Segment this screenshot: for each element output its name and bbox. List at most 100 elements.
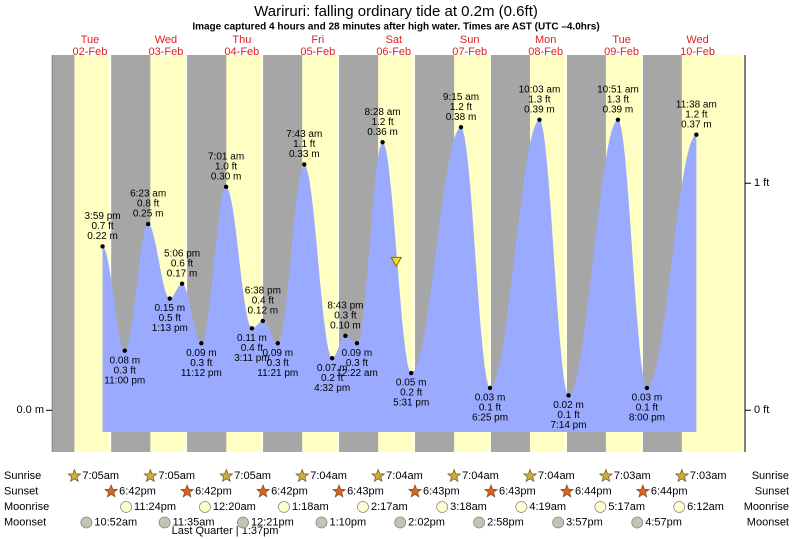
moon-icon <box>158 516 171 529</box>
row-label: Sunset <box>4 485 38 497</box>
tide-label: 7:14 pm <box>550 420 586 431</box>
tide-label: 8:43 pm <box>327 300 363 311</box>
tide-label: 0.2 ft <box>400 388 422 399</box>
row-label: Sunset <box>755 485 789 497</box>
moon-phase: Last Quarter | 1:37pm <box>172 525 279 537</box>
tide-label: 1.2 ft <box>685 109 707 120</box>
tide-label: 3:11 pm <box>234 353 269 364</box>
tide-label: 6:38 pm <box>245 286 281 297</box>
event-time: 6:44pm <box>651 485 688 497</box>
event-time: 7:05am <box>234 470 271 482</box>
event-time: 4:57pm <box>645 516 682 528</box>
tide-label: 1.1 ft <box>293 139 315 150</box>
tide-label: 7:01 am <box>208 151 244 162</box>
moon-icon <box>120 501 132 513</box>
tide-label: 1.0 ft <box>215 161 237 172</box>
moon-icon <box>473 516 485 529</box>
tide-label: 0.09 m <box>262 348 293 359</box>
day-date: 03-Feb <box>148 46 183 58</box>
tide-label: 0.09 m <box>186 348 217 359</box>
day-date: 09-Feb <box>604 46 639 58</box>
tide-point <box>615 117 621 123</box>
tide-label: 11:12 pm <box>181 368 222 379</box>
moon-icon <box>278 501 290 513</box>
moon-icon <box>515 501 528 513</box>
row-label: Moonset <box>4 516 46 528</box>
tide-label: 12:22 am <box>336 368 378 379</box>
sun-icon <box>143 468 158 483</box>
event-time: 5:17am <box>608 501 645 513</box>
tide-point <box>644 385 650 391</box>
tide-label: 0.03 m <box>475 393 506 404</box>
tide-point <box>487 385 493 391</box>
row-label: Moonrise <box>744 501 789 513</box>
tide-label: 0.3 ft <box>346 358 368 369</box>
tide-label: 5:31 pm <box>393 398 429 409</box>
sun-icon <box>635 484 651 498</box>
event-time: 3:18am <box>450 501 487 513</box>
moon-icon <box>237 516 249 529</box>
sun-icon <box>295 468 310 483</box>
tide-point <box>329 355 335 361</box>
event-time: 6:44pm <box>575 485 612 497</box>
tide-label: 0.2 ft <box>321 373 343 384</box>
event-time: 6:43pm <box>423 485 460 497</box>
chart-title: Wariruri: falling ordinary tide at 0.2m … <box>254 3 538 20</box>
tide-label: 0.03 m <box>632 393 663 404</box>
day-date: 10-Feb <box>680 46 715 58</box>
event-time: 4:19am <box>529 501 566 513</box>
tide-label: 1.2 ft <box>371 117 393 128</box>
day-name: Sun <box>460 34 480 46</box>
tide-label: 0.11 m <box>237 333 267 344</box>
moon-icon <box>673 501 686 513</box>
tide-point <box>167 296 172 301</box>
tide-area <box>102 119 697 433</box>
tide-label: 11:38 am <box>676 99 717 110</box>
tide-point <box>199 341 204 346</box>
tide-point <box>223 184 229 190</box>
tide-label: 0.3 ft <box>267 358 289 369</box>
tide-label: 0.39 m <box>524 104 555 115</box>
event-time: 6:43pm <box>499 485 536 497</box>
tide-point <box>179 281 185 286</box>
y-tick-label: 0.0 m <box>16 404 44 416</box>
moon-icon <box>594 501 607 513</box>
event-time: 2:17am <box>371 501 408 513</box>
tide-label: 0.4 ft <box>241 343 263 354</box>
tide-label: 10:51 am <box>597 84 639 95</box>
tide-label: 1.3 ft <box>607 94 629 105</box>
tide-label: 0.5 ft <box>159 313 181 324</box>
tide-label: 11:00 pm <box>104 375 145 386</box>
tide-label: 0.38 m <box>446 112 477 123</box>
row-label: Sunrise <box>752 470 789 482</box>
row-label: Sunrise <box>4 470 41 482</box>
event-time: 7:05am <box>82 470 119 482</box>
event-time: 7:04am <box>538 470 575 482</box>
event-time: 6:42pm <box>271 485 308 497</box>
sun-icon <box>371 468 386 483</box>
tide-label: 0.05 m <box>396 378 427 389</box>
tide-label: 0.1 ft <box>557 410 579 421</box>
moon-icon <box>631 516 644 529</box>
sun-icon <box>559 484 574 498</box>
event-time: 10:52am <box>94 516 137 528</box>
tide-label: 0.1 ft <box>479 403 501 414</box>
tide-point <box>260 318 266 324</box>
event-time: 6:12am <box>687 501 724 513</box>
moon-icon <box>552 516 565 529</box>
tide-label: 9:15 am <box>443 92 479 103</box>
tide-label: 0.8 ft <box>137 199 159 210</box>
event-time: 3:57pm <box>566 516 603 528</box>
event-time: 6:42pm <box>195 485 232 497</box>
tide-label: 0.36 m <box>367 127 398 138</box>
tide-label: 0.07 m <box>317 363 348 374</box>
event-time: 2:02pm <box>408 516 445 528</box>
day-name: Sat <box>385 34 402 46</box>
row-label: Moonrise <box>4 501 49 513</box>
sun-icon <box>104 484 119 498</box>
event-time: 12:21pm <box>251 516 294 528</box>
day-date: 02-Feb <box>73 46 108 58</box>
sun-icon <box>598 468 613 483</box>
tide-point <box>100 244 105 249</box>
